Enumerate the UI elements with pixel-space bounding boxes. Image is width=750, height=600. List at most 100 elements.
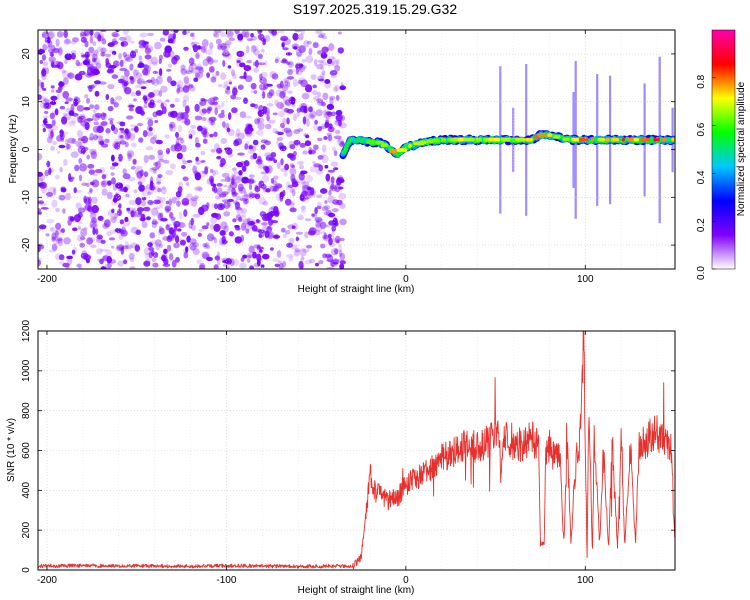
noise-blob: [146, 131, 154, 137]
noise-blob: [324, 79, 331, 84]
noise-blob: [229, 181, 238, 189]
noise-blob: [189, 62, 197, 67]
noise-blob: [141, 221, 148, 228]
noise-blob: [184, 82, 192, 89]
noise-blob: [256, 219, 261, 224]
noise-blob: [220, 221, 228, 230]
noise-blob: [83, 107, 91, 111]
noise-blob: [61, 69, 66, 74]
noise-blob: [316, 98, 324, 104]
noise-blob: [48, 249, 57, 253]
noise-blob: [68, 177, 74, 183]
noise-blob: [300, 256, 305, 262]
noise-blob: [147, 242, 154, 248]
noise-blob: [182, 160, 188, 165]
noise-blob: [336, 58, 340, 66]
noise-blob: [279, 122, 285, 129]
noise-blob: [248, 183, 253, 190]
noise-blob: [81, 250, 88, 258]
noise-blob: [264, 166, 270, 174]
noise-blob: [65, 97, 74, 102]
noise-blob: [41, 68, 47, 77]
snr-y-axis-label: SNR (10 * v/v): [6, 418, 17, 482]
noise-blob: [312, 160, 316, 165]
noise-blob: [74, 73, 83, 81]
noise-blob: [102, 112, 107, 117]
noise-blob: [125, 244, 133, 250]
noise-blob: [295, 48, 302, 57]
noise-blob: [268, 185, 274, 189]
noise-blob: [274, 183, 283, 189]
noise-blob: [92, 53, 98, 62]
noise-blob: [173, 30, 179, 33]
noise-blob: [38, 177, 44, 184]
noise-blob: [155, 243, 161, 251]
noise-blob: [102, 173, 109, 177]
noise-blob: [267, 92, 273, 99]
noise-blob: [227, 65, 232, 69]
noise-blob: [155, 161, 161, 169]
noise-blob: [250, 45, 257, 53]
noise-blob: [253, 103, 259, 109]
noise-blob: [118, 36, 127, 41]
noise-blob: [244, 222, 253, 231]
noise-blob: [176, 112, 184, 121]
noise-blob: [193, 77, 199, 82]
noise-blob: [169, 212, 174, 219]
noise-blob: [232, 218, 237, 223]
noise-blob: [315, 262, 319, 267]
noise-blob: [330, 176, 335, 184]
spectrogram-y-ticks: -20 -10 0 10 20: [21, 48, 675, 252]
noise-blob: [38, 182, 44, 187]
noise-blob: [202, 130, 210, 138]
noise-blob: [289, 144, 296, 150]
spectrogram-y-tick-label: 10: [21, 96, 32, 108]
noise-blob: [170, 80, 177, 87]
signal-hotspot: [475, 137, 482, 142]
noise-blob: [301, 92, 310, 100]
noise-blob: [279, 90, 286, 99]
noise-blob: [253, 90, 258, 94]
noise-blob: [321, 101, 326, 107]
noise-blob: [175, 138, 180, 147]
noise-blob: [240, 165, 246, 169]
noise-blob: [327, 169, 336, 173]
noise-blob: [97, 124, 104, 132]
noise-blob: [259, 211, 267, 218]
colorbar-tick-label: 0.0: [696, 266, 707, 280]
noise-blob: [293, 250, 300, 257]
noise-blob: [316, 205, 322, 210]
noise-blob: [105, 58, 110, 65]
noise-blob: [100, 181, 105, 186]
noise-blob: [155, 161, 162, 169]
noise-blob: [261, 222, 268, 226]
noise-blob: [110, 216, 117, 223]
noise-blob: [228, 184, 233, 191]
noise-blob: [302, 248, 310, 253]
noise-blob: [63, 38, 71, 45]
noise-blob: [285, 52, 293, 56]
noise-blob: [102, 255, 110, 261]
noise-blob: [323, 113, 328, 118]
noise-blob: [130, 40, 135, 44]
noise-blob: [334, 235, 341, 244]
noise-blob: [246, 178, 252, 183]
noise-blob: [124, 69, 130, 77]
noise-blob: [140, 86, 147, 90]
noise-blob: [292, 78, 298, 88]
noise-blob: [182, 176, 189, 182]
noise-blob: [247, 149, 255, 154]
signal-hotspot: [500, 137, 512, 142]
noise-blob: [270, 177, 275, 184]
noise-blob: [257, 257, 263, 262]
noise-blob: [119, 67, 128, 72]
noise-blob: [272, 128, 278, 134]
noise-blob: [186, 235, 191, 243]
noise-blob: [207, 49, 213, 55]
noise-blob: [105, 128, 111, 134]
noise-blob: [143, 247, 152, 256]
noise-blob: [335, 120, 343, 123]
noise-blob: [149, 200, 155, 206]
